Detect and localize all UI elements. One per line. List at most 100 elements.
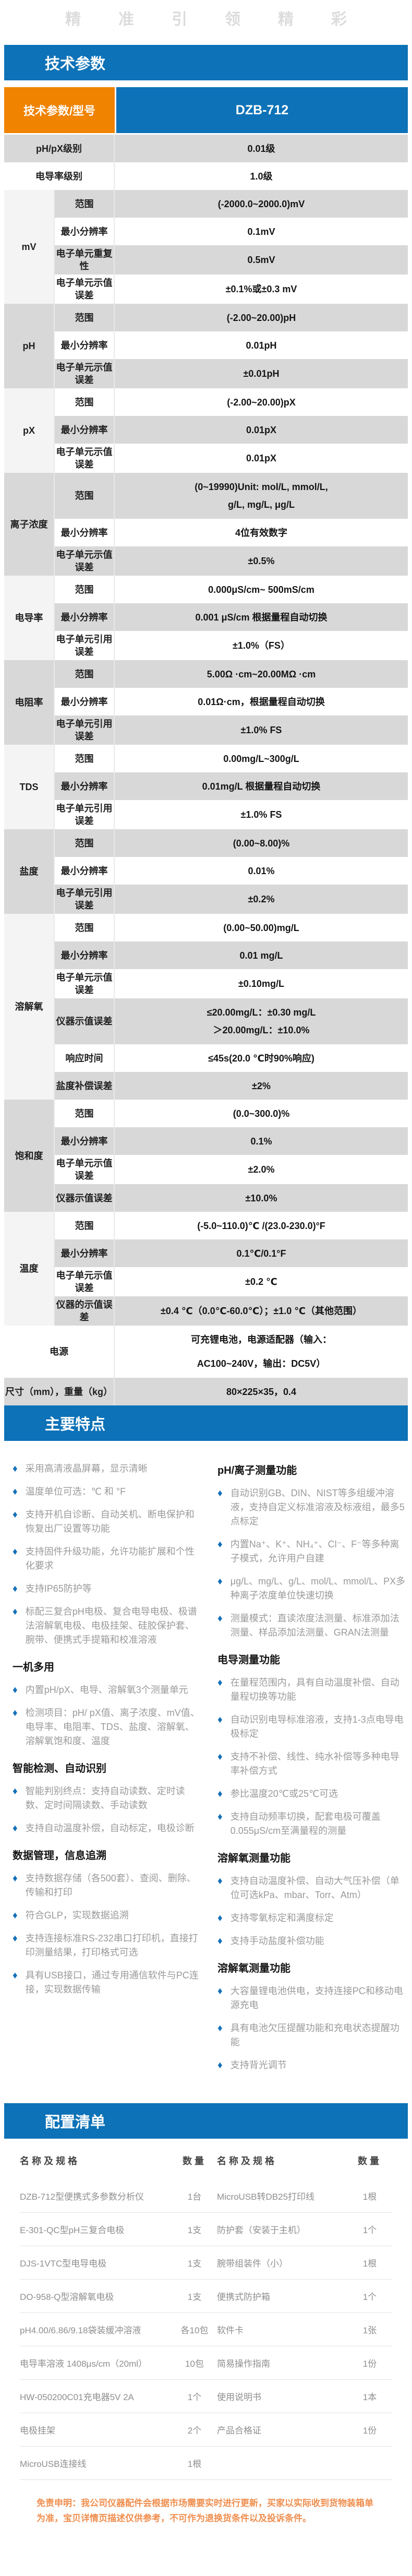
spec-group: 溶解氧 范围 (0.00~50.00)mg/L 最小分辨率 0.01 mg/L 电子单元示… [4, 914, 408, 1100]
spec-row: 最小分辨率 0.01pH [55, 331, 408, 359]
spec-group: mV 范围 (-2000.0~2000.0)mV 最小分辨率 0.1mV 电子单元重复性 0… [4, 190, 408, 304]
config-row: 电极挂架 2个 产品合格证 1份 [20, 2413, 392, 2447]
feature-subheader: 数据管理，信息追溯 [13, 1850, 106, 1862]
spec-row: 最小分辨率 4位有效数字 [55, 519, 408, 546]
spec-header-model: DZB-712 [116, 87, 408, 133]
spec-group: pH 范围 (-2.00~20.00)pH 最小分辨率 0.01pH 电子单元示值误差 ±0… [4, 304, 408, 388]
spec-value: (-2.00~20.00)pX [227, 397, 296, 408]
spec-row: 盐度补偿误差 ±2% [55, 1072, 408, 1100]
spec-value: 0.1mV [247, 226, 275, 237]
spec-group-label: TDS [4, 745, 55, 829]
spec-row: 范围 (-2000.0~2000.0)mV [55, 190, 408, 218]
spec-row: 电子单元引用误差 ±1.0% FS [55, 800, 408, 829]
config-header-name-1: 名称及规格 [20, 2156, 80, 2166]
spec-value: 0.5mV [247, 255, 275, 265]
spec-row: 范围 (0.0~300.0)% [55, 1100, 408, 1127]
feature-text: 温度单位可选：℃ 和 °F [25, 1486, 126, 1497]
feature-text: 在量程范围内，具有自动温度补偿、自动量程切换等功能 [230, 1677, 399, 1702]
config-item-name: DO-958-Q型溶解氧电极 [20, 2292, 114, 2302]
feature-item: ♦ μg/L、mg/L、g/L、mol/L、mmol/L、PX多种离子浓度单位快速… [217, 1575, 407, 1603]
spec-row: 范围 (0.00~50.00)mg/L [55, 914, 408, 941]
spec-group-rows: 范围 0.000μS/cm~ 500mS/cm 最小分辨率 0.001 μS/cm 根… [55, 576, 408, 660]
config-item-name: DZB-712型便携式多参数分析仪 [20, 2192, 144, 2202]
spec-row: 电子单元示值误差 ±2.0% [55, 1155, 408, 1184]
spec-row: 最小分辨率 0.1℃/0.1°F [55, 1239, 408, 1267]
spec-row: 最小分辨率 0.001 μS/cm 根据量程自动切换 [55, 603, 408, 631]
spec-value: ±10.0% [245, 1192, 277, 1203]
spec-group-label: 电导率 [4, 576, 55, 660]
feature-text: 自动识别电导标准溶液，支持1-3点电导电极标定 [230, 1714, 404, 1739]
spec-value: (-2000.0~2000.0)mV [217, 198, 305, 209]
feature-text: 支持自动温度补偿，自动标定，电极诊断 [25, 1823, 195, 1833]
spec-row: 范围 (-5.0~110.0)℃ /(23.0-230.0)°F [55, 1212, 408, 1239]
spec-value: ±0.4 ℃（0.0℃-60.0℃）；±1.0 ℃（其他范围） [160, 1306, 362, 1316]
spec-row: 范围 (0.00~8.00)% [55, 829, 408, 857]
spec-row: 电子单元示值误差 ±0.01pH [55, 359, 408, 388]
spec-label: 最小分辨率 [55, 1127, 115, 1155]
feature-item: ♦ 支持IP65防护等 [13, 1582, 202, 1596]
section-title: 技术参数 [45, 56, 106, 73]
spec-row: 范围 (-2.00~20.00)pX [55, 388, 408, 416]
config-item-qty: 1张 [362, 2325, 377, 2335]
config-item-qty: 1个 [362, 2225, 377, 2235]
feature-item: ♦ 支持手动盐度补偿功能 [217, 1934, 407, 1948]
feature-text: 支持手动盐度补偿功能 [230, 1936, 324, 1946]
feature-item: ♦ 支持固件升级功能，允许功能扩展和个性化要求 [13, 1545, 202, 1573]
spec-value: 0.001 μS/cm 根据量程自动切换 [195, 612, 328, 623]
config-item-name: 防护套（安装于主机） [217, 2225, 306, 2235]
spec-row: 范围 5.00Ω ·cm~20.00MΩ ·cm [55, 660, 408, 688]
spec-group-rows: 范围 (-2.00~20.00)pH 最小分辨率 0.01pH 电子单元示值误差 ±0.0… [55, 304, 408, 388]
feature-text: 内置pH/pX、电导、溶解氧3个测量单元 [25, 1685, 188, 1695]
spec-group: 电阻率 范围 5.00Ω ·cm~20.00MΩ ·cm 最小分辨率 0.01Ω·cm，… [4, 660, 408, 745]
section-header-tech-params: 技术参数 [4, 45, 408, 80]
features-left-column: ♦ 采用高清液晶屏幕，显示清晰 ♦ 温度单位可选：℃ 和 °F ♦ 支持开机自诊断、自动关… [13, 1462, 202, 2081]
spec-row: 仪器的示值误差 ±0.4 ℃（0.0℃-60.0℃）；±1.0 ℃（其他范围） [55, 1296, 408, 1326]
spec-row: 最小分辨率 0.01Ω·cm，根据量程自动切换 [55, 688, 408, 715]
spec-group-rows: 范围 (0.00~8.00)% 最小分辨率 0.01% 电子单元引用误差 ±0.2% [55, 829, 408, 914]
spec-label: 响应时间 [55, 1044, 115, 1072]
spec-label: 电子单元示值误差 [55, 546, 115, 576]
diamond-bullet-icon: ♦ [13, 1685, 18, 1696]
spec-label: 最小分辨率 [55, 688, 115, 715]
spec-row: 电子单元示值误差 ±0.2 ℃ [55, 1267, 408, 1296]
config-table-header-row: 名称及规格 数量 名称及规格 数量 [20, 2142, 392, 2179]
feature-text: 具有电池欠压提醒功能和充电状态提醒功能 [230, 2023, 399, 2047]
spec-value: 0.01mg/L 根据量程自动切换 [202, 781, 321, 792]
spec-value: 0.000μS/cm~ 500mS/cm [208, 584, 314, 595]
spec-row: 范围 (-2.00~20.00)pH [55, 304, 408, 331]
spec-row: 电子单元引用误差 ±1.0%（FS） [55, 631, 408, 660]
feature-text: 具有USB接口，通过专用通信软件与PC连接，实现数据传输 [25, 1970, 199, 1995]
spec-row: 最小分辨率 0.1mV [55, 218, 408, 245]
spec-value: (0.00~50.00)mg/L [223, 922, 299, 933]
spec-label: 范围 [55, 745, 115, 772]
spec-label: 仪器示值误差 [55, 998, 115, 1044]
diamond-bullet-icon: ♦ [13, 1463, 18, 1474]
config-row: 电导率溶液 1408μs/cm（20ml） 10包 简易操作指南 1份 [20, 2346, 392, 2380]
config-item-qty: 1支 [187, 2259, 202, 2269]
feature-subheader: pH/离子测量功能 [217, 1465, 297, 1476]
feature-item: ♦ 在量程范围内，具有自动温度补偿、自动量程切换等功能 [217, 1676, 407, 1704]
spec-label: 电子单元引用误差 [55, 715, 115, 745]
feature-item: ♦ 智能判别终点：支持自动读数、定时读数、定时间隔读数、手动读数 [13, 1784, 202, 1812]
config-header-name-2: 名称及规格 [217, 2156, 277, 2166]
spec-group: 温度 范围 (-5.0~110.0)℃ /(23.0-230.0)°F 最小分辨率 0.… [4, 1212, 408, 1326]
spec-value: ±0.01pH [243, 368, 280, 379]
spec-label: 电子单元引用误差 [55, 885, 115, 914]
diamond-bullet-icon: ♦ [217, 1876, 223, 1887]
spec-label: 电子单元示值误差 [55, 1155, 115, 1184]
config-item-qty: 各10包 [180, 2325, 209, 2335]
config-item-qty: 1支 [187, 2292, 202, 2302]
feature-item: ♦ 自动识别GB、DIN、NIST等多组缓冲溶液，支持自定义标准溶液及标液组，最多… [217, 1486, 407, 1529]
feature-item: ♦ 支持自动频率切换，配套电极可覆盖0.055μS/cm至满量程的测量 [217, 1810, 407, 1838]
spec-group-label: 盐度 [4, 829, 55, 914]
config-item-name: 便携式防护箱 [217, 2292, 270, 2302]
spec-value: 0.01% [248, 865, 275, 876]
spec-row: 范围 (0~19990)Unit: mol/L, mmol/L, g/L, mg/… [55, 473, 408, 519]
config-item-qty: 1份 [362, 2426, 377, 2436]
diamond-bullet-icon: ♦ [13, 1910, 18, 1921]
feature-subheader: 电导测量功能 [217, 1654, 280, 1666]
spec-row: 电子单元示值误差 0.01pX [55, 444, 408, 473]
spec-group-label: 饱和度 [4, 1100, 55, 1212]
spec-label: 电子单元示值误差 [55, 444, 115, 473]
feature-item: ♦ 采用高清液晶屏幕，显示清晰 [13, 1462, 202, 1476]
